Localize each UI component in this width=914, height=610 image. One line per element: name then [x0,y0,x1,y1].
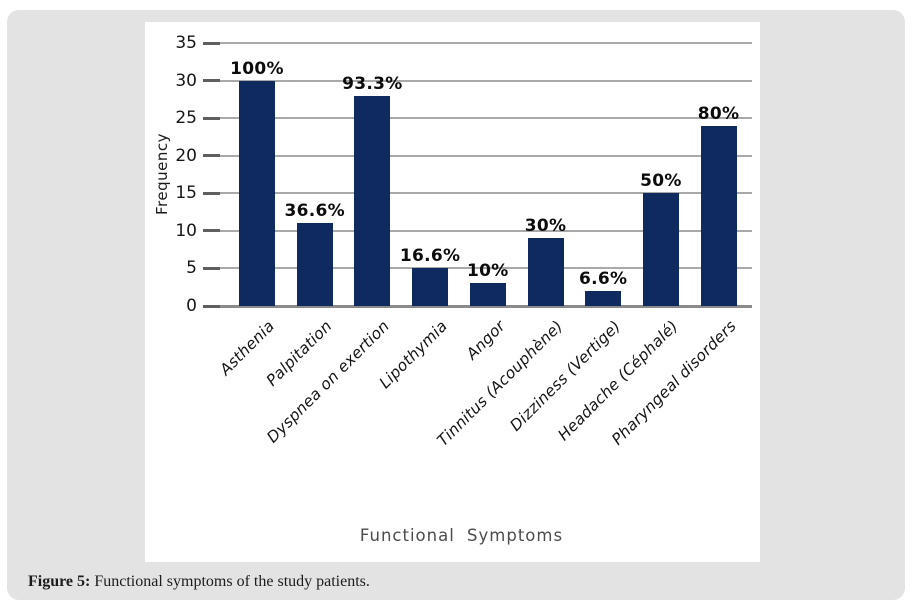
bar-value-label: 10% [467,261,509,282]
gridline [205,267,752,270]
caption-label: Figure 5: [28,573,91,590]
gridline [205,79,752,82]
gridline [205,42,752,44]
y-tick-label: 10 [175,220,197,241]
plot-area: 0 5 10 15 20 25 30 35 100% Asthenia 36.6% Palpitati… [175,33,752,450]
figure-caption: Figure 5: Functional symptoms of the stu… [28,573,370,591]
bar-value-label: 36.6% [284,201,345,222]
bar-value-label: 6.6% [579,268,628,289]
axis-tick [203,191,220,195]
bar [642,193,679,306]
bar [296,223,333,306]
bar-value-label: 16.6% [399,246,461,267]
bar [354,95,391,306]
bar-value-label: 100% [230,58,284,79]
y-tick-label: 20 [175,145,197,166]
x-category-label-text: Dizziness (Vertige) [506,317,624,435]
axis-tick [203,229,220,233]
axis-tick [203,79,220,83]
bar [527,238,564,306]
y-tick-label: 35 [175,33,197,53]
bar-value-label: 50% [640,171,682,192]
figure-card: 0 5 10 15 20 25 30 35 100% Asthenia 36.6% Palpitati… [7,10,905,600]
axis-tick [203,154,220,158]
axis-tick [203,266,220,270]
y-tick-label: 5 [186,258,197,279]
gridline [205,229,752,232]
gridline [205,192,752,195]
bar [412,268,449,306]
axis-tick [203,41,220,45]
x-axis-title: Functional Symptoms [359,526,564,545]
y-tick-label: 30 [175,70,197,91]
chart-panel: 0 5 10 15 20 25 30 35 100% Asthenia 36.6% Palpitati… [145,22,760,562]
gridline [205,117,752,120]
y-tick-label: 0 [186,296,197,316]
y-tick-label: 25 [175,108,197,129]
axis-tick [203,304,220,308]
bar [239,80,275,306]
bar-value-label: 80% [697,103,740,124]
bar [585,290,622,306]
axis-tick [203,116,220,120]
bar-value-label: 30% [524,216,567,237]
bar-value-label: 93.3% [342,73,403,94]
bar [700,125,737,306]
bar [469,283,506,306]
y-axis-title: Frequency [153,133,171,215]
gridline [205,305,752,308]
gridline [205,154,752,157]
y-tick-label: 15 [175,183,197,204]
x-category-label-text: Angor [462,317,509,364]
caption-text: Functional symptoms of the study patient… [90,573,370,590]
